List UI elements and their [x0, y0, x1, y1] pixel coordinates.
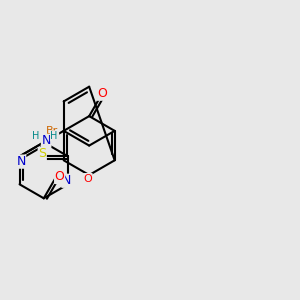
Text: N: N — [41, 134, 51, 147]
Text: H: H — [32, 131, 40, 142]
Text: O: O — [83, 174, 92, 184]
Text: N: N — [16, 155, 26, 168]
Text: N: N — [62, 174, 71, 187]
Text: Br: Br — [46, 126, 58, 136]
Text: O: O — [97, 87, 107, 100]
Text: H: H — [55, 171, 62, 181]
Text: H: H — [50, 131, 58, 141]
Text: S: S — [38, 148, 46, 160]
Text: O: O — [55, 170, 64, 184]
